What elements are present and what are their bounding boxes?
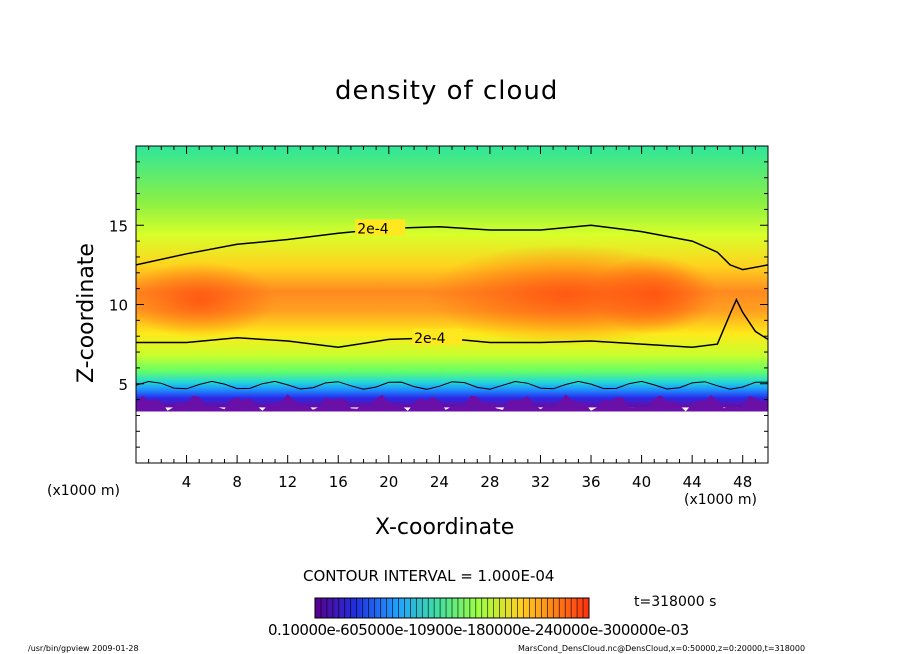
chart-title: density of cloud: [335, 76, 559, 106]
footer-right: MarsCond_DensCloud.nc@DensCloud,x=0:5000…: [518, 644, 806, 653]
y-tick-label: 15: [109, 217, 128, 235]
x-axis-unit: (x1000 m): [684, 492, 757, 508]
contour-interval: CONTOUR INTERVAL = 1.000E-04: [303, 567, 555, 585]
x-tick-label: 32: [531, 473, 550, 491]
colorbar: [314, 597, 590, 619]
y-tick-label: 5: [118, 376, 128, 394]
x-tick-label: 8: [232, 473, 242, 491]
x-tick-label: 16: [329, 473, 348, 491]
x-tick-label: 24: [430, 473, 449, 491]
x-tick-label: 4: [182, 473, 192, 491]
time-label: t=318000 s: [634, 594, 717, 610]
x-tick-label: 44: [683, 473, 702, 491]
y-tick-label: 10: [109, 297, 128, 315]
x-tick-label: 40: [632, 473, 651, 491]
y-axis-label: Z-coordinate: [74, 243, 99, 383]
x-tick-label: 12: [278, 473, 297, 491]
hot-spot: [136, 261, 276, 338]
x-axis-label: X-coordinate: [375, 515, 515, 540]
x-tick-label: 20: [379, 473, 398, 491]
y-axis-unit: (x1000 m): [47, 483, 120, 499]
contour-lower: [136, 297, 768, 349]
contour-upper: [136, 224, 768, 271]
contour-label: 2e-4: [414, 331, 446, 347]
x-tick-label: 28: [480, 473, 499, 491]
x-tick-label: 48: [733, 473, 752, 491]
x-tick-label: 36: [581, 473, 600, 491]
contour-label: 2e-4: [357, 221, 389, 237]
contour-label-bg: [355, 219, 406, 236]
density-field: [136, 146, 768, 463]
hot-spot: [591, 255, 718, 335]
colorbar-frame: [314, 597, 590, 619]
contour-label-bg: [412, 328, 463, 345]
contour-base: [136, 380, 768, 390]
cloud-free-region: [136, 411, 768, 463]
contour-lines: 2e-4 2e-4: [136, 219, 768, 390]
footer-left: /usr/bin/gpview 2009-01-28: [28, 644, 139, 653]
colorbar-tick-labels: 0.10000e-605000e-10900e-180000e-240000e-…: [268, 621, 689, 639]
cloud-base-band: [136, 394, 768, 412]
